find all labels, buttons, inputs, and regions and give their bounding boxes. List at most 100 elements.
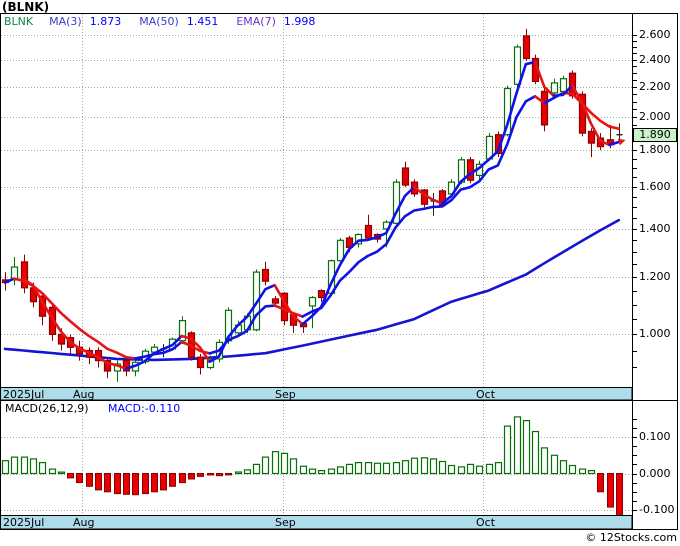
ma3-line xyxy=(552,84,574,98)
macd-bar-negative xyxy=(123,473,130,495)
down-candle xyxy=(271,298,280,304)
price-tick-label: 2.600 xyxy=(639,27,671,41)
macd-bar-negative xyxy=(95,473,102,491)
macd-bar-positive xyxy=(522,420,531,475)
macd-bar-positive xyxy=(243,469,252,475)
down-candle xyxy=(317,290,326,299)
macd-bar-positive xyxy=(485,463,494,475)
macd-bar-positive xyxy=(540,447,549,475)
macd-bar-positive xyxy=(578,468,587,475)
macd-bar-positive xyxy=(308,468,317,475)
macd-bar-positive xyxy=(20,456,29,475)
macd-bar-positive xyxy=(392,462,401,475)
macd-bar-negative xyxy=(216,473,223,477)
macd-bar-positive xyxy=(420,457,429,475)
price-tick-label: 1.200 xyxy=(639,270,671,284)
macd-bar-positive xyxy=(261,456,270,475)
macd-bar-positive xyxy=(345,463,354,475)
macd-bar-negative xyxy=(207,473,214,476)
price-tick-label: 2.400 xyxy=(639,52,671,66)
macd-bar-positive xyxy=(401,460,410,475)
legend-ema7-label: EMA(7) xyxy=(236,15,276,28)
macd-bar-positive xyxy=(317,470,326,475)
macd-bar-negative xyxy=(179,473,186,484)
macd-bar-positive xyxy=(234,471,243,475)
macd-bar-positive xyxy=(466,463,475,475)
up-candle xyxy=(178,320,187,342)
date-label: Aug xyxy=(73,388,95,401)
ema7-line xyxy=(133,340,183,360)
macd-bar-negative xyxy=(114,473,121,495)
ema7-line xyxy=(273,304,304,318)
date-strip-main xyxy=(0,387,633,401)
macd-bar-positive xyxy=(29,458,38,475)
date-label: Sep xyxy=(275,516,296,529)
macd-bar-positive xyxy=(10,456,19,475)
macd-bar-negative xyxy=(197,473,204,477)
price-tick-label: 1.600 xyxy=(639,180,671,193)
watermark: © 12Stocks.com xyxy=(585,531,677,544)
up-candle xyxy=(550,82,559,94)
macd-bar-positive xyxy=(289,458,298,475)
macd-bar-positive xyxy=(252,463,261,475)
up-candle xyxy=(336,239,345,262)
macd-settings-label: MACD(26,12,9) xyxy=(5,402,89,415)
ma3-line xyxy=(301,185,416,326)
macd-bar-negative xyxy=(86,473,93,487)
macd-bar-positive xyxy=(494,462,503,475)
ma3-line xyxy=(22,277,128,370)
macd-tick-label: -0.100 xyxy=(639,503,675,516)
down-candle xyxy=(261,268,270,282)
ema7-line xyxy=(180,340,211,355)
macd-bar-positive xyxy=(550,454,559,475)
macd-bar-negative xyxy=(607,473,614,508)
down-candle xyxy=(103,360,112,372)
price-tick-label: 1.000 xyxy=(639,327,671,341)
legend-ma3-value: 1.873 xyxy=(89,15,122,28)
date-label: 2025Jul xyxy=(3,516,45,529)
up-candle xyxy=(308,296,317,307)
macd-bar-positive xyxy=(336,466,345,475)
ema7-line xyxy=(208,304,276,355)
down-candle xyxy=(401,167,410,186)
macd-bar-negative xyxy=(151,473,158,493)
date-label: 2025Jul xyxy=(3,388,45,401)
macd-bar-negative xyxy=(225,473,232,476)
macd-bar-positive xyxy=(373,462,382,475)
down-candle xyxy=(540,90,549,126)
macd-bar-positive xyxy=(271,451,280,475)
legend-ma50-value: 1.451 xyxy=(186,15,219,28)
macd-bar-negative xyxy=(104,473,111,493)
macd-tick-label: 0.100 xyxy=(639,430,671,443)
macd-bar-positive xyxy=(1,460,10,475)
macd-bar-negative xyxy=(132,473,139,496)
price-tick-label: 1.400 xyxy=(639,221,671,235)
legend-ma3-label: MA(3) xyxy=(49,15,82,28)
macd-bar-negative xyxy=(142,473,149,495)
macd-bar-positive xyxy=(503,425,512,475)
down-candle xyxy=(587,130,596,144)
ma3-line xyxy=(608,140,621,147)
macd-tick-label: 0.000 xyxy=(639,466,671,480)
ma50-line xyxy=(3,218,621,362)
up-candle xyxy=(513,46,522,85)
last-price-badge: 1.890 xyxy=(633,127,677,142)
macd-bar-positive xyxy=(587,470,596,475)
chart-title: (BLNK) xyxy=(2,0,50,14)
ma3-line xyxy=(180,334,211,363)
ema7-line xyxy=(3,277,16,284)
macd-bar-negative xyxy=(67,473,74,479)
legend: BLNK MA(3) 1.873 MA(50) 1.451 EMA(7) 1.9… xyxy=(4,15,333,28)
macd-bar-positive xyxy=(364,462,373,475)
macd-bar-positive xyxy=(559,460,568,475)
main-panel-frame xyxy=(0,13,678,401)
down-candle xyxy=(122,360,131,372)
ema7-line xyxy=(301,95,537,318)
down-candle xyxy=(364,224,373,239)
date-label: Oct xyxy=(476,516,496,529)
macd-bar-positive xyxy=(280,452,289,475)
macd-bar-positive xyxy=(513,416,522,475)
ma3-line xyxy=(440,60,537,205)
date-label: Oct xyxy=(476,388,496,401)
